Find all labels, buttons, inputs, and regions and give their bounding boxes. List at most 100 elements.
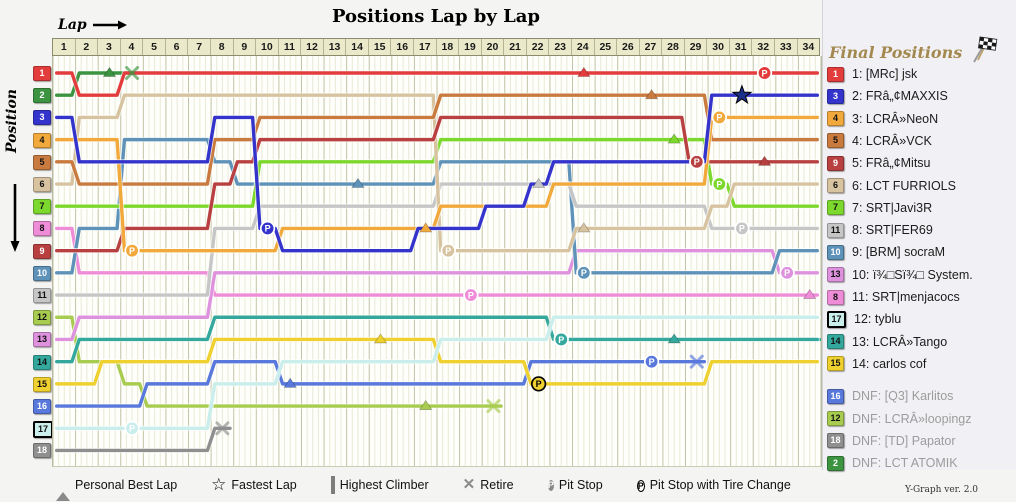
pit-stop-marker-dkr xyxy=(689,154,705,170)
result-badge-14: 14 xyxy=(827,334,844,350)
result-badge-7: 7 xyxy=(827,200,844,216)
legend-label: Personal Best Lap xyxy=(75,478,178,492)
result-row: 3 2: FRâ„¢MAXXIS xyxy=(827,86,948,106)
personal-best-marker-g7 xyxy=(667,133,681,144)
personal-best-marker-sb xyxy=(351,177,365,188)
result-badge-10: 10 xyxy=(827,244,844,260)
pit-stop-marker-amb xyxy=(711,109,728,126)
lap-tick-5: 5 xyxy=(143,39,166,55)
lap-tick-9: 9 xyxy=(234,39,257,55)
final-positions-panel: Final Positions 1 1: [MRc] jsk 3 2: FRâ„¢MA… xyxy=(822,0,1016,471)
result-badge-4: 4 xyxy=(827,111,844,127)
lap-tick-10: 10 xyxy=(256,39,279,55)
result-label: DNF: [TD] Papator xyxy=(852,433,956,448)
fastest-lap-icon: ☆ xyxy=(211,474,227,494)
result-row: 14 13: LCRÂ»Tango xyxy=(827,332,947,352)
fastest-lap-marker-blue xyxy=(731,84,753,105)
pit-stop-marker-tan xyxy=(440,242,456,259)
start-badge-5: 5 xyxy=(33,154,51,170)
result-label: 9: [BRM] socraM xyxy=(852,245,946,260)
result-badge-17: 17 xyxy=(827,310,846,328)
result-row: 15 14: carlos cof xyxy=(827,354,926,374)
watermark-text: Y-Graph ver. 2.0 xyxy=(905,485,979,495)
series-line-dg xyxy=(54,426,232,453)
result-badge-6: 6 xyxy=(827,178,844,193)
pit-stop-marker-pc xyxy=(124,420,140,436)
pit-stop-marker-amb-letter: P xyxy=(129,246,135,256)
pit-stop-marker-teal xyxy=(553,331,569,348)
lap-tick-32: 32 xyxy=(752,39,775,55)
lap-tick-13: 13 xyxy=(324,39,347,55)
pit-stop-marker-bv-letter: P xyxy=(649,357,655,367)
start-badge-13: 13 xyxy=(33,332,51,348)
lap-axis-label: Lap xyxy=(58,17,127,33)
personal-best-marker-yg xyxy=(418,399,433,410)
series-line-amb xyxy=(54,115,820,253)
pit-stop-tire-icon: P xyxy=(636,479,645,492)
positions-line-chart: P P P P P P P P P P P P P P P xyxy=(52,56,822,466)
pit-tire-marker-yel-letter: P xyxy=(536,379,542,389)
start-badge-10: 10 xyxy=(33,265,51,281)
result-row: 10 9: [BRM] socraM xyxy=(827,242,945,262)
pit-stop-icon: P xyxy=(547,480,554,491)
lap-tick-17: 17 xyxy=(414,39,437,55)
start-badge-14: 14 xyxy=(33,354,51,370)
final-positions-header: Final Positions xyxy=(829,36,998,64)
pit-stop-marker-g7-letter: P xyxy=(716,179,722,189)
lap-tick-28: 28 xyxy=(662,39,685,55)
start-badge-15: 15 xyxy=(33,376,51,392)
result-label: 12: tyblu xyxy=(854,312,902,327)
result-row: 4 3: LCRÂ»NeoN xyxy=(827,109,938,129)
result-label: 7: SRT|Javi3R xyxy=(852,200,933,215)
result-label: 1: [MRc] jsk xyxy=(852,67,918,81)
start-badge-17: 17 xyxy=(33,421,53,439)
lap-header-row: 1 2 3 4 5 6 7 8 9 10 11 12 13 14 15 16 17 18 19 20 21 22 23 24 2… xyxy=(52,38,820,56)
result-badge-8: 8 xyxy=(827,289,844,305)
result-row: 5 4: LCRÂ»VCK xyxy=(827,131,932,151)
pit-stop-marker-amb xyxy=(124,242,140,259)
result-badge-3: 3 xyxy=(827,88,844,104)
result-badge-16: 16 xyxy=(827,388,844,404)
result-badge-13: 13 xyxy=(827,267,844,283)
pit-stop-marker-g7 xyxy=(711,176,728,192)
personal-best-marker-bv xyxy=(283,377,297,388)
lap-tick-22: 22 xyxy=(527,39,550,55)
retire-marker-dg xyxy=(215,421,230,436)
final-positions-title: Final Positions xyxy=(829,43,963,62)
start-badge-12: 12 xyxy=(33,310,51,326)
result-label: 6: LCT FURRIOLS xyxy=(852,178,956,193)
pit-tire-marker-yel xyxy=(530,376,547,392)
result-label: 8: SRT|FER69 xyxy=(852,223,933,238)
legend-item-highest-climber: Highest Climber xyxy=(330,476,429,494)
lap-arrow-icon xyxy=(92,20,127,30)
lap-tick-31: 31 xyxy=(730,39,753,55)
start-badge-16: 16 xyxy=(33,399,51,415)
start-badge-6: 6 xyxy=(33,177,51,193)
result-row: 11 8: SRT|FER69 xyxy=(827,220,933,240)
personal-best-marker-gray xyxy=(531,177,546,188)
pit-stop-marker-tan-letter: P xyxy=(445,246,451,256)
legend-item-pit-stop: P Pit Stop xyxy=(547,477,603,493)
start-badge-9: 9 xyxy=(33,243,51,259)
lap-tick-12: 12 xyxy=(301,39,324,55)
personal-best-marker-teal xyxy=(667,333,681,344)
legend-label: Highest Climber xyxy=(339,478,429,492)
result-badge-11: 11 xyxy=(827,222,844,238)
legend-label: Pit Stop xyxy=(558,478,603,492)
lap-tick-18: 18 xyxy=(437,39,460,55)
pit-stop-marker-sb-letter: P xyxy=(581,268,587,278)
lap-tick-11: 11 xyxy=(279,39,302,55)
pit-stop-marker-vio-letter: P xyxy=(784,268,790,278)
lap-tick-33: 33 xyxy=(775,39,798,55)
personal-best-marker-yel xyxy=(373,333,388,344)
legend-label: Fastest Lap xyxy=(231,478,297,492)
personal-best-marker-dkr xyxy=(757,155,772,166)
lap-axis-text: Lap xyxy=(58,17,87,33)
result-row: 9 5: FRâ„¢Mitsu xyxy=(827,153,931,173)
lap-tick-1: 1 xyxy=(53,39,76,55)
lap-tick-29: 29 xyxy=(685,39,708,55)
pit-stop-marker-teal-letter: P xyxy=(558,335,564,345)
personal-best-marker-grn xyxy=(102,66,117,77)
pit-stop-marker-blue-letter: P xyxy=(265,224,271,234)
pit-stop-marker-bv xyxy=(643,354,660,370)
